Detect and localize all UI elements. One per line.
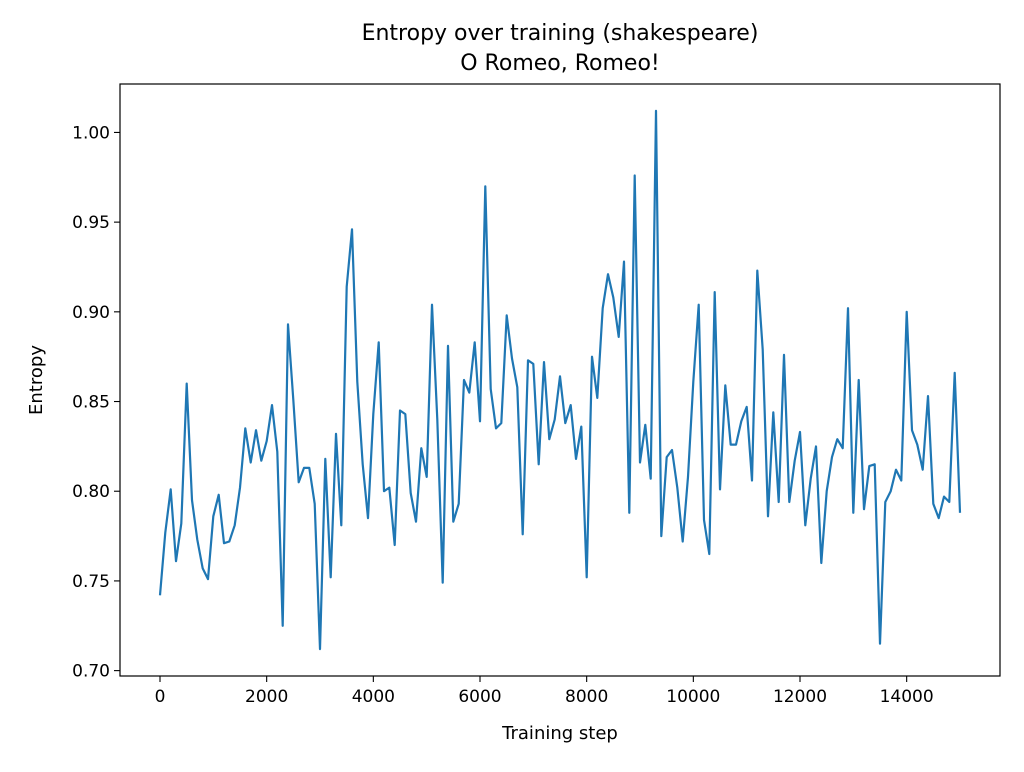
entropy-series-line <box>158 109 962 651</box>
x-tick-label: 2000 <box>245 687 288 707</box>
chart-subtitle: O Romeo, Romeo! <box>460 51 659 76</box>
y-axis-label: Entropy <box>26 345 47 415</box>
y-axis-ticks: 0.70 0.75 0.80 0.85 0.90 0.95 1.00 <box>72 123 120 682</box>
x-tick-label: 14000 <box>880 687 934 707</box>
y-tick-label: 0.90 <box>72 303 110 323</box>
x-tick-label: 10000 <box>666 687 720 707</box>
x-axis-ticks: 0 2000 4000 6000 8000 10000 12000 14000 <box>155 676 934 707</box>
y-tick-label: 0.85 <box>72 393 110 413</box>
y-tick-label: 0.80 <box>72 482 110 502</box>
y-tick-label: 0.75 <box>72 572 110 592</box>
x-tick-label: 6000 <box>458 687 501 707</box>
y-tick-label: 1.00 <box>72 123 110 143</box>
y-tick-label: 0.70 <box>72 662 110 682</box>
x-tick-label: 12000 <box>773 687 827 707</box>
y-tick-label: 0.95 <box>72 213 110 233</box>
chart-title: Entropy over training (shakespeare) <box>362 21 759 46</box>
x-tick-label: 8000 <box>565 687 608 707</box>
plot-frame <box>119 83 1001 677</box>
x-tick-label: 0 <box>155 687 166 707</box>
x-tick-label: 4000 <box>352 687 395 707</box>
x-axis-label: Training step <box>501 723 618 744</box>
